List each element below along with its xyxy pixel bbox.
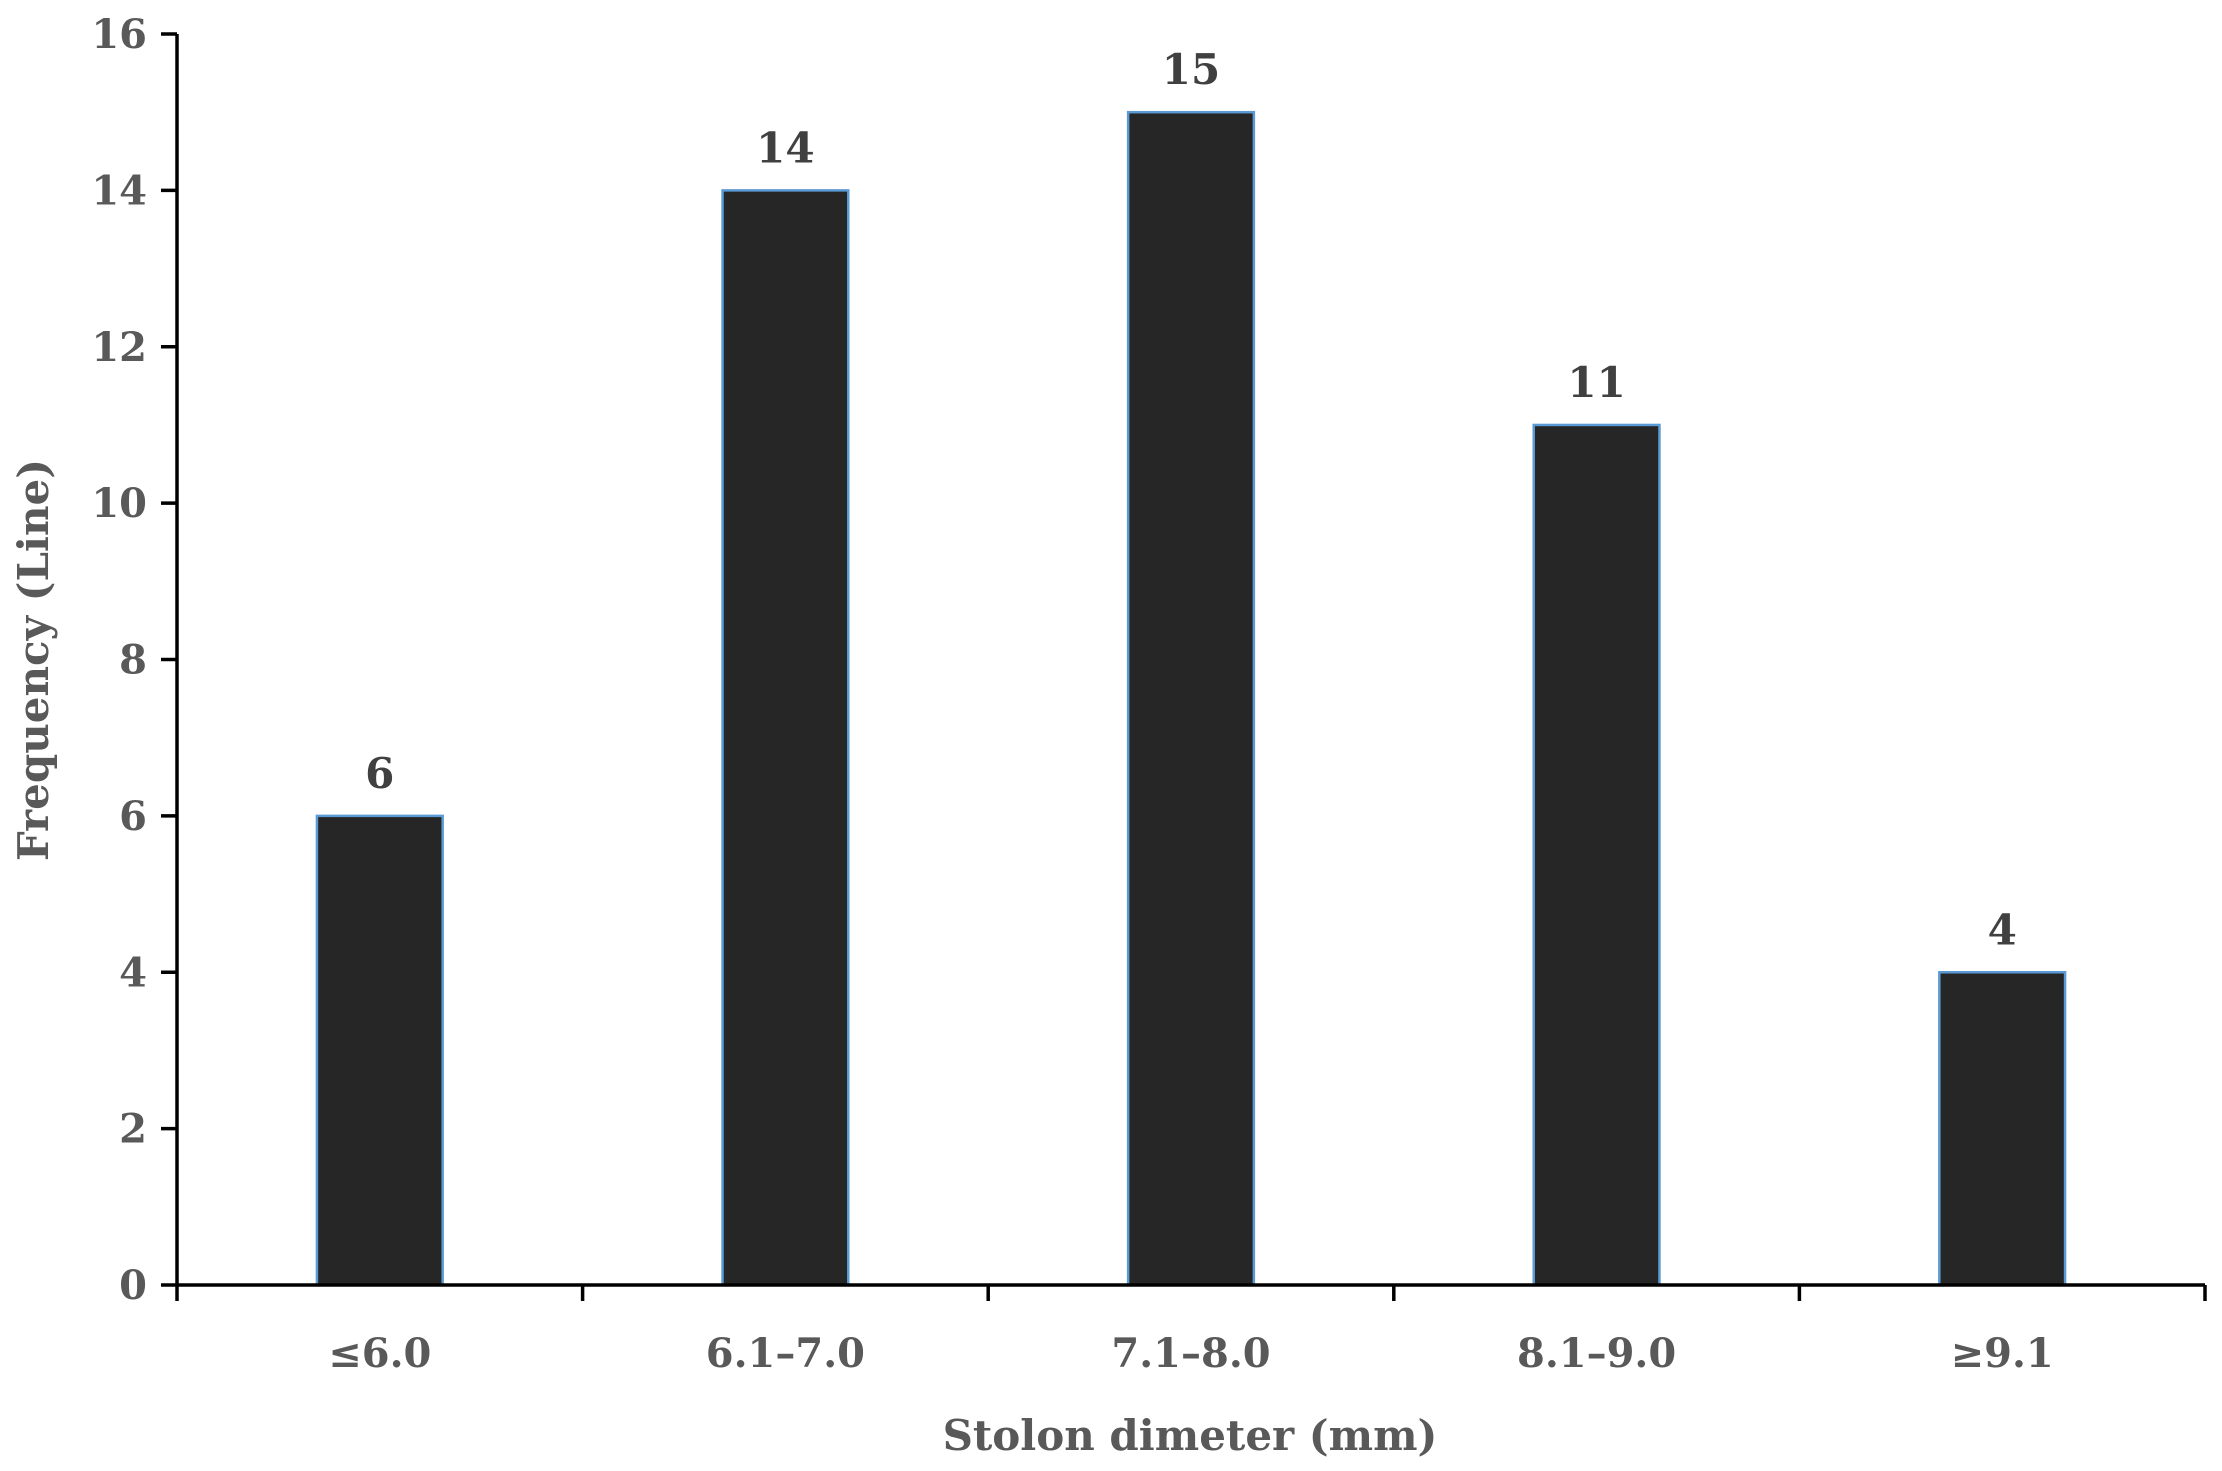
bar-4: [1532, 423, 1661, 1287]
y-tick-label: 0: [119, 1262, 147, 1309]
x-tick-label: 8.1–9.0: [1517, 1330, 1676, 1377]
y-tick-label: 12: [91, 324, 147, 371]
x-axis-title: Stolon dimeter (mm): [943, 1411, 1438, 1460]
bar-3: [1126, 110, 1256, 1287]
x-tick-label: ≤6.0: [328, 1330, 431, 1377]
data-label: 4: [1988, 905, 2017, 954]
data-label: 6: [365, 749, 394, 798]
axes-group: [161, 32, 2207, 1301]
data-label: 11: [1567, 358, 1625, 407]
data-label: 15: [1162, 45, 1220, 94]
y-tick-label: 16: [91, 11, 147, 58]
bar-5: [1938, 971, 2067, 1287]
x-tick-label: 6.1–7.0: [706, 1330, 865, 1377]
y-tick-label: 2: [119, 1106, 147, 1153]
bars-group: [315, 110, 2067, 1287]
y-axis-title: Frequency (Line): [9, 459, 58, 861]
bar-2: [721, 189, 850, 1287]
x-tick-label: 7.1–8.0: [1111, 1330, 1270, 1377]
y-tick-label: 6: [119, 793, 147, 840]
y-tick-label: 10: [91, 480, 147, 527]
y-tick-label: 4: [119, 949, 147, 996]
y-tick-label: 8: [119, 637, 147, 684]
y-tick-label: 14: [91, 167, 147, 214]
bar-1: [315, 814, 444, 1287]
data-label: 14: [756, 123, 814, 172]
labels-group: 6 ≤6.0 14 6.1–7.0 15 7.1–8.0 11 8.1–9.0 4 ≥9.1 0 2 4…: [91, 11, 2053, 1377]
x-tick-label: ≥9.1: [1951, 1330, 2054, 1377]
